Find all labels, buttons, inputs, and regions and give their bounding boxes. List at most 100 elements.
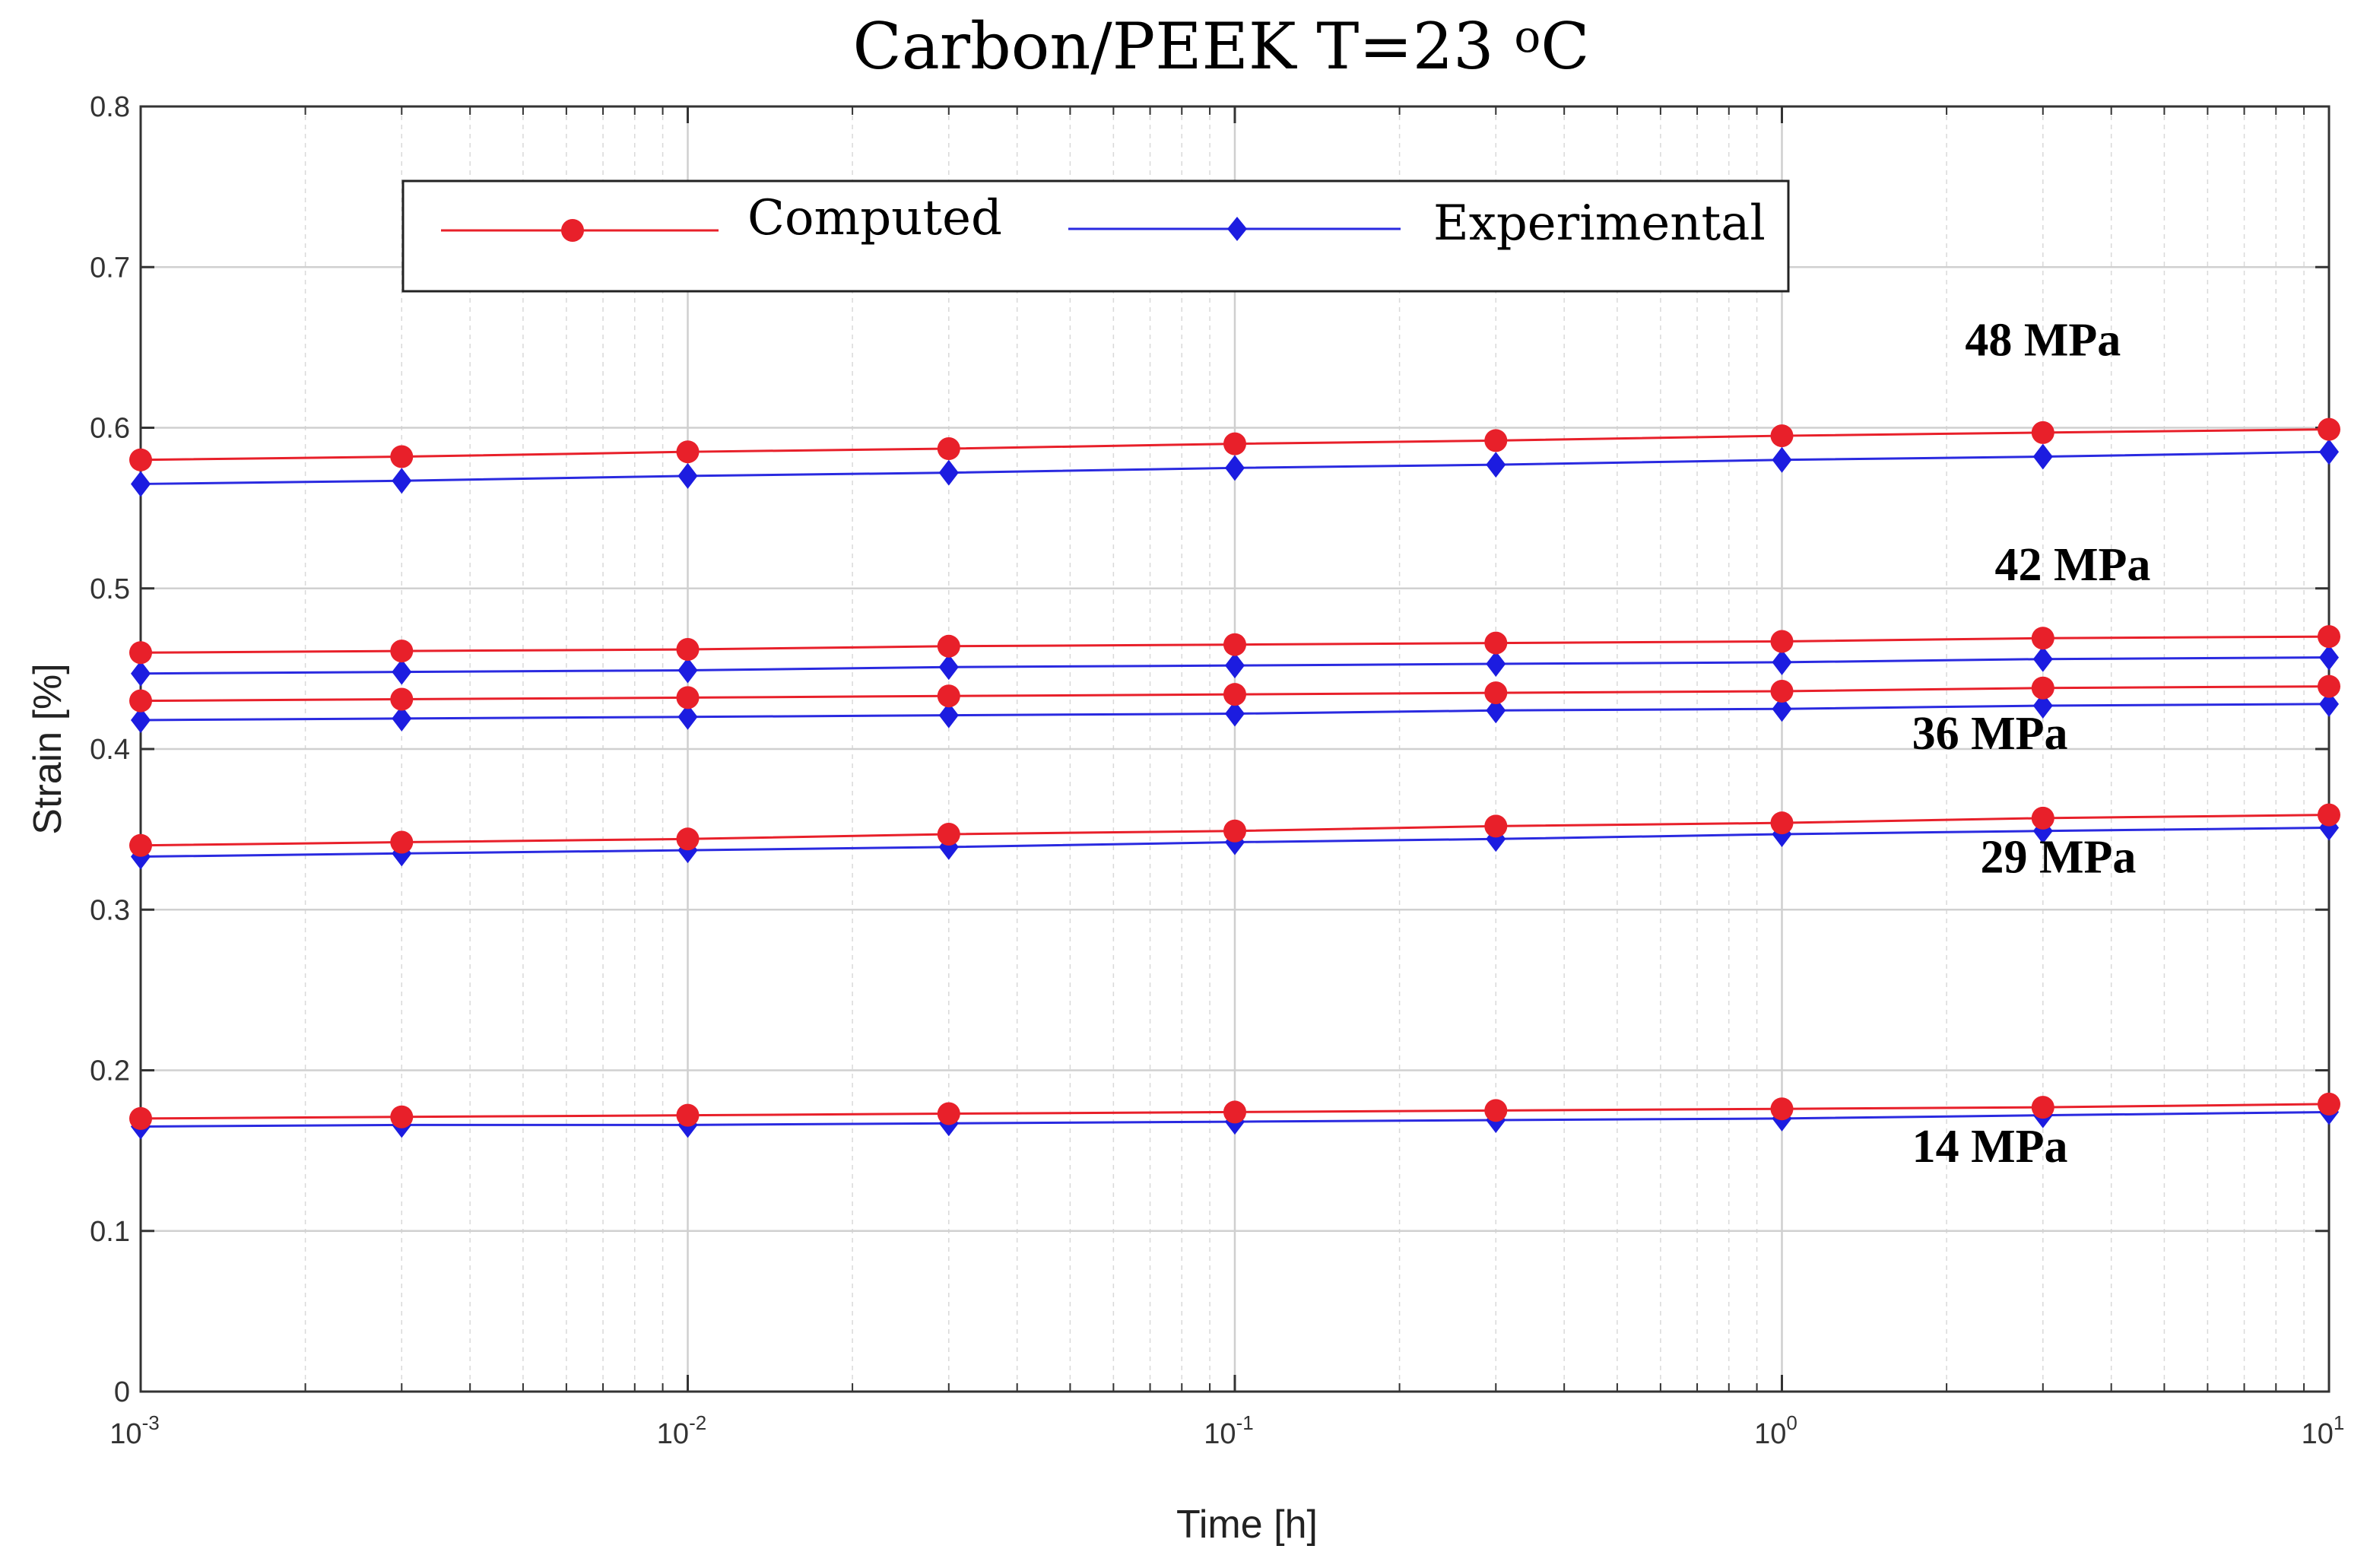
computed-point xyxy=(1770,1097,1794,1121)
computed-point xyxy=(676,827,700,851)
legend-computed-label: Computed xyxy=(747,190,1002,246)
y-tick-label: 0.6 xyxy=(90,413,130,445)
experimental-point xyxy=(677,462,698,489)
series-group-42-mpa xyxy=(129,625,2340,687)
y-axis-ticks: 0 0.1 0.2 0.3 0.4 0.5 0.6 0.7 0.8 xyxy=(90,91,2329,1408)
computed-point xyxy=(676,638,700,662)
computed-point xyxy=(1770,679,1794,703)
computed-point xyxy=(1484,429,1508,452)
series-group-48-mpa xyxy=(129,417,2340,497)
computed-point xyxy=(676,1103,700,1127)
experimental-point xyxy=(1225,652,1245,679)
legend-experimental-marker xyxy=(1227,217,1247,241)
computed-point xyxy=(2031,806,2054,830)
experimental-point xyxy=(392,468,412,494)
computed-point xyxy=(2031,676,2054,700)
experimental-point xyxy=(1486,651,1506,678)
y-tick-label: 0.5 xyxy=(90,573,130,605)
computed-point xyxy=(1484,1099,1508,1122)
y-tick-label: 0.7 xyxy=(90,252,130,284)
experimental-point xyxy=(131,471,151,497)
x-tick-label: 10-2 xyxy=(657,1411,706,1450)
annotation-29-mpa: 29 MPa xyxy=(1981,832,2137,884)
computed-point xyxy=(2318,417,2340,441)
experimental-point xyxy=(938,459,959,486)
computed-point xyxy=(2318,1092,2340,1116)
y-axis-label: Strain [%] xyxy=(26,663,70,834)
series-group-29-mpa xyxy=(129,803,2340,870)
computed-point xyxy=(2031,1096,2054,1119)
series-group-36-mpa xyxy=(129,674,2340,733)
computed-point xyxy=(129,1106,152,1130)
experimental-point xyxy=(1225,455,1245,481)
computed-point xyxy=(1770,424,1794,448)
y-tick-label: 0 xyxy=(114,1376,130,1408)
experimental-point xyxy=(1772,696,1792,722)
experimental-point xyxy=(2319,644,2339,671)
computed-point xyxy=(390,687,414,711)
experimental-point xyxy=(2032,692,2053,719)
annotation-14-mpa: 14 MPa xyxy=(1912,1121,2068,1173)
x-axis-label: Time [h] xyxy=(1176,1503,1318,1547)
y-tick-label: 0.1 xyxy=(90,1216,130,1248)
pressure-annotations: 48 MPa 42 MPa 36 MPa 29 MPa 14 MPa xyxy=(1912,314,2151,1172)
computed-point xyxy=(1484,631,1508,655)
legend: Computed Experimental xyxy=(401,179,1790,293)
computed-point xyxy=(1223,1100,1246,1124)
experimental-point xyxy=(1486,697,1506,724)
computed-point xyxy=(1223,819,1246,843)
series xyxy=(129,417,2340,1140)
experimental-point xyxy=(392,659,412,685)
legend-computed-marker xyxy=(561,219,584,242)
computed-point xyxy=(676,440,700,464)
annotation-36-mpa: 36 MPa xyxy=(1912,708,2068,760)
annotation-42-mpa: 42 MPa xyxy=(1994,539,2150,591)
computed-point xyxy=(1770,811,1794,835)
legend-box xyxy=(401,179,1790,293)
computed-point xyxy=(2318,674,2340,698)
computed-point xyxy=(937,436,960,460)
computed-point xyxy=(129,689,152,713)
x-axis-ticks: 10-3 10-2 10-1 100 101 xyxy=(109,106,2344,1450)
experimental-point xyxy=(392,705,412,732)
annotation-48-mpa: 48 MPa xyxy=(1965,314,2121,366)
series-group-14-mpa xyxy=(129,1092,2340,1140)
y-tick-label: 0.4 xyxy=(90,734,130,766)
computed-point xyxy=(937,684,960,708)
experimental-point xyxy=(2032,646,2053,672)
computed-point xyxy=(1770,630,1794,653)
experimental-point xyxy=(1772,649,1792,675)
computed-point xyxy=(129,448,152,471)
computed-point xyxy=(2031,421,2054,444)
experimental-point xyxy=(1225,700,1245,727)
computed-point xyxy=(129,833,152,857)
experimental-point xyxy=(131,706,151,733)
computed-point xyxy=(937,1102,960,1125)
x-tick-label: 101 xyxy=(2302,1411,2345,1450)
experimental-point xyxy=(938,702,959,728)
computed-point xyxy=(390,1105,414,1128)
computed-point xyxy=(390,445,414,468)
experimental-point xyxy=(677,703,698,730)
y-tick-label: 0.2 xyxy=(90,1055,130,1087)
experimental-point xyxy=(1486,452,1506,478)
computed-point xyxy=(937,822,960,846)
computed-point xyxy=(937,634,960,658)
experimental-point xyxy=(2319,439,2339,465)
chart-title: Carbon/PEEK T=23 oC xyxy=(852,9,1589,84)
y-tick-label: 0.3 xyxy=(90,894,130,926)
experimental-point xyxy=(2032,443,2053,470)
computed-point xyxy=(1484,814,1508,838)
computed-point xyxy=(390,640,414,663)
computed-point xyxy=(676,686,700,709)
computed-point xyxy=(1223,683,1246,706)
computed-point xyxy=(390,830,414,854)
computed-point xyxy=(1484,681,1508,705)
y-tick-label: 0.8 xyxy=(90,91,130,123)
legend-experimental-label: Experimental xyxy=(1433,195,1766,252)
experimental-point xyxy=(938,654,959,681)
computed-point xyxy=(129,641,152,665)
computed-point xyxy=(2318,625,2340,649)
computed-point xyxy=(1223,633,1246,656)
